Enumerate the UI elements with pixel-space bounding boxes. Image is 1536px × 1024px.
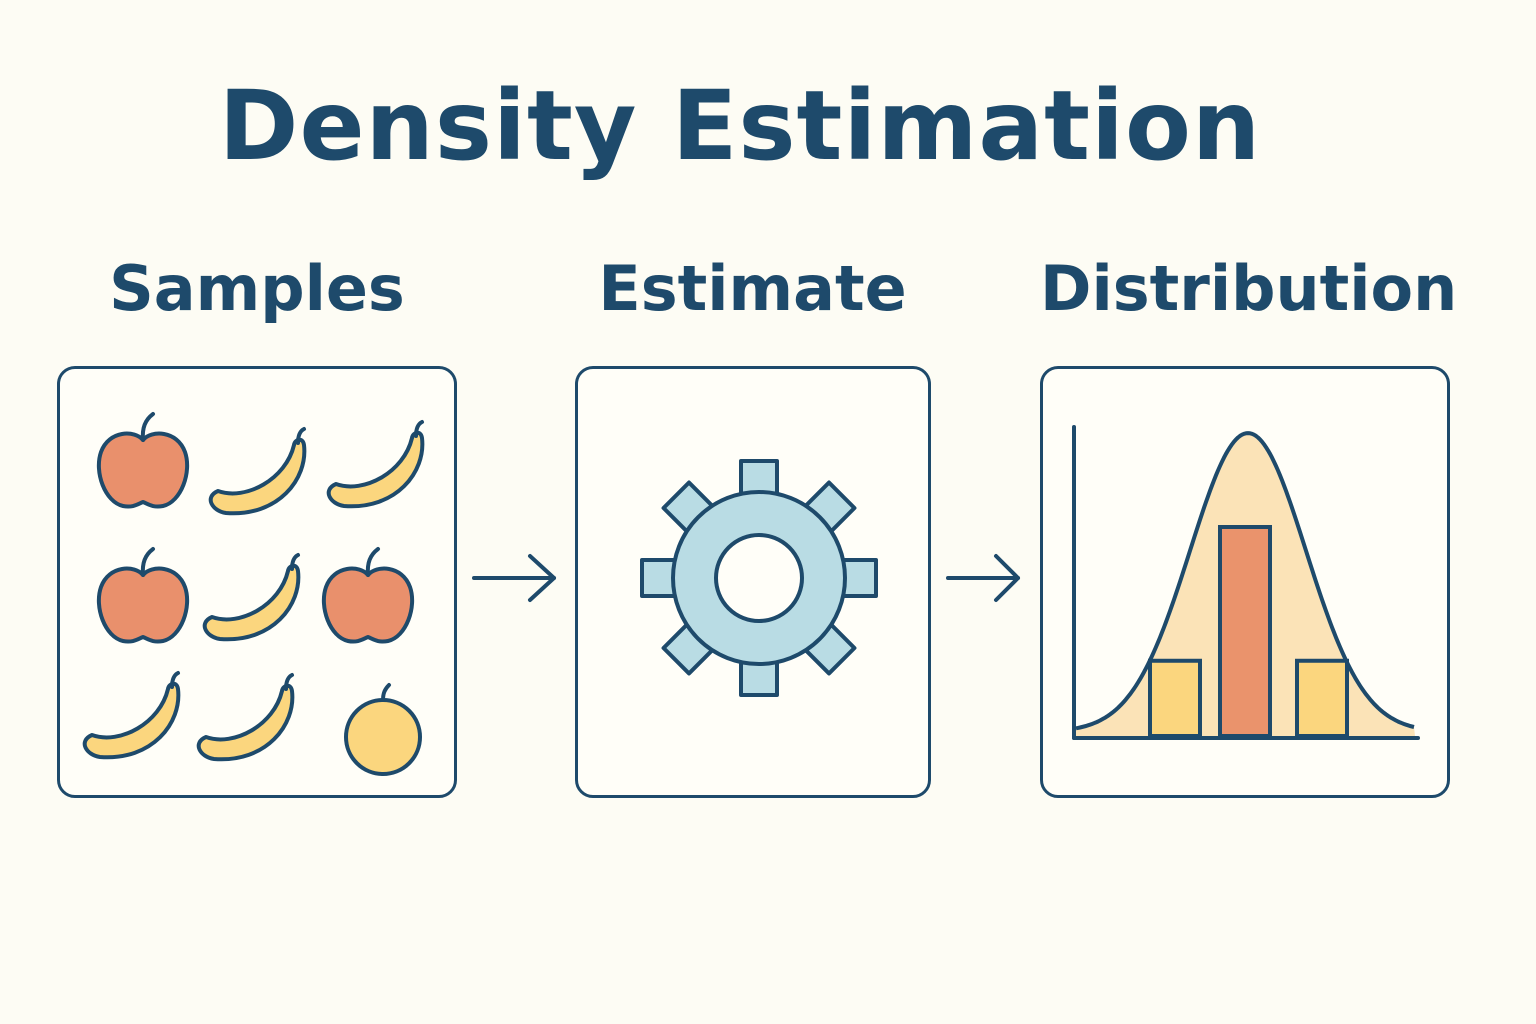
apple-icon bbox=[96, 412, 190, 509]
step-label-distribution: Distribution bbox=[1040, 252, 1458, 325]
histogram-bar bbox=[1295, 658, 1349, 739]
banana-icon bbox=[326, 420, 425, 509]
apple-icon bbox=[321, 547, 415, 644]
histogram-bar bbox=[1148, 658, 1202, 739]
density-curve bbox=[1075, 431, 1415, 731]
diagram-title: Density Estimation bbox=[218, 70, 1262, 182]
histogram-bar bbox=[1218, 525, 1272, 738]
estimate-panel bbox=[575, 366, 931, 798]
samples-grid bbox=[82, 412, 425, 776]
banana-icon bbox=[202, 553, 301, 642]
apple-icon bbox=[96, 547, 190, 644]
orange-icon bbox=[344, 683, 422, 776]
banana-icon bbox=[208, 427, 307, 516]
distribution-panel bbox=[1040, 366, 1450, 798]
gear-icon bbox=[640, 459, 878, 697]
step-label-samples: Samples bbox=[109, 252, 405, 325]
step-label-estimate: Estimate bbox=[598, 252, 907, 325]
banana-icon bbox=[82, 671, 181, 760]
arrow-right-icon bbox=[946, 554, 1020, 602]
arrow-right-icon bbox=[472, 554, 556, 602]
bell-curve-histogram-icon bbox=[1072, 425, 1420, 740]
samples-panel bbox=[57, 366, 457, 798]
banana-icon bbox=[196, 673, 295, 762]
